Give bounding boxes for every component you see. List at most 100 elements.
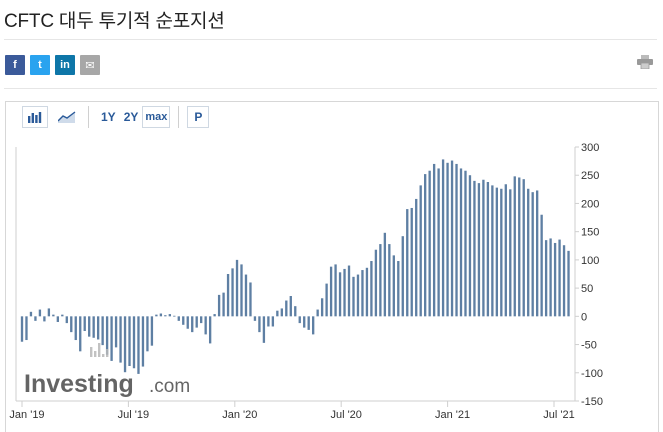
logo-bar [90,347,93,357]
bar [459,168,463,317]
bar [562,245,566,317]
bar [191,316,194,333]
investing-logo: Investing .com [24,343,190,398]
linkedin-icon[interactable]: in [55,55,75,75]
bar [177,316,180,321]
bar [164,315,167,317]
bar [379,244,382,317]
bar [29,311,33,317]
bar [56,316,59,322]
bar [540,214,543,317]
bar [441,159,445,317]
bar [343,268,346,317]
bar [347,265,351,317]
area-chart-icon[interactable] [54,106,80,128]
y-tick-label: -50 [581,340,597,352]
x-tick-label: Jul '19 [118,409,149,421]
bar [312,316,315,335]
bar [491,185,494,317]
logo-suffix: .com [149,376,190,397]
bar [38,309,42,317]
y-tick-label: 100 [581,255,599,267]
bar [320,298,324,317]
bar [527,188,530,317]
bar [204,316,207,335]
logo-bar [98,343,101,357]
bar [65,316,68,324]
bar [549,238,552,317]
bar [267,316,270,327]
bar [325,283,328,317]
bar [61,314,64,317]
range-max-button[interactable]: max [142,106,171,128]
bar [244,274,248,317]
bar [43,316,46,322]
bar [137,316,140,374]
twitter-icon[interactable]: t [30,55,50,75]
bar [303,316,306,328]
bar [240,264,243,317]
bar-chart-icon[interactable] [22,106,48,128]
p-button[interactable]: P [187,106,210,128]
bar [544,240,548,317]
x-tick-label: Jan '21 [435,409,470,421]
bar [119,316,122,363]
range-2y-button[interactable]: 2Y [123,110,139,124]
bar [553,242,557,317]
logo-bar [102,354,105,357]
bar [285,300,288,317]
bar [419,185,422,317]
bar [195,316,198,328]
bar [298,316,301,324]
bar [464,170,467,317]
bar [356,274,360,317]
y-tick-label: 300 [581,142,599,154]
bar [531,192,534,317]
bar [329,266,333,317]
bar [52,314,55,317]
x-tick-label: Jul '21 [543,409,574,421]
bar [536,190,539,317]
bar [280,308,283,317]
bar [294,306,297,317]
bar [468,175,472,317]
y-tick-label: 200 [581,198,599,210]
bar [432,163,436,317]
bar [262,316,266,343]
bar [437,168,440,317]
bar [186,316,189,329]
bar [88,316,91,337]
bar [495,187,499,317]
bar [249,282,252,317]
bar [128,316,131,366]
bar [155,314,158,317]
range-1y-button[interactable]: 1Y [101,110,116,124]
email-icon[interactable]: ✉ [80,55,100,75]
facebook-icon[interactable]: f [5,55,25,75]
bar [397,261,400,317]
y-tick-label: 0 [581,311,587,323]
bar [226,274,230,317]
bar [361,270,364,317]
print-icon[interactable] [637,55,653,69]
bar [132,316,136,369]
bar [79,316,82,352]
bar [83,316,86,332]
bar [383,232,387,317]
bar [200,316,203,324]
bar [208,316,212,344]
bar [70,316,73,333]
bar [370,261,373,317]
bar [374,249,378,317]
bar [567,250,570,317]
logo-text: Investing [24,370,134,398]
bar [316,309,319,317]
bar [450,160,454,317]
bar [365,267,369,317]
bar [473,180,476,317]
bar [114,316,118,348]
bar [271,316,275,327]
bar [235,259,239,317]
bar [513,176,516,317]
page-title: CFTC 대두 투기적 순포지션 [4,11,225,32]
